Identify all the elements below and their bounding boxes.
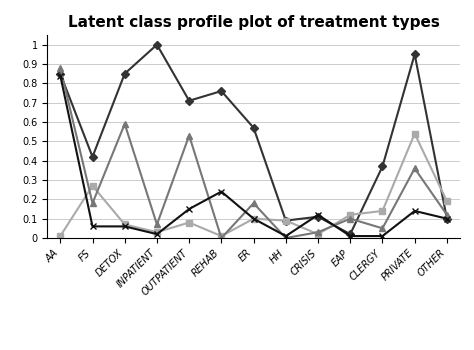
Title: Latent class profile plot of treatment types: Latent class profile plot of treatment t… — [68, 15, 439, 30]
